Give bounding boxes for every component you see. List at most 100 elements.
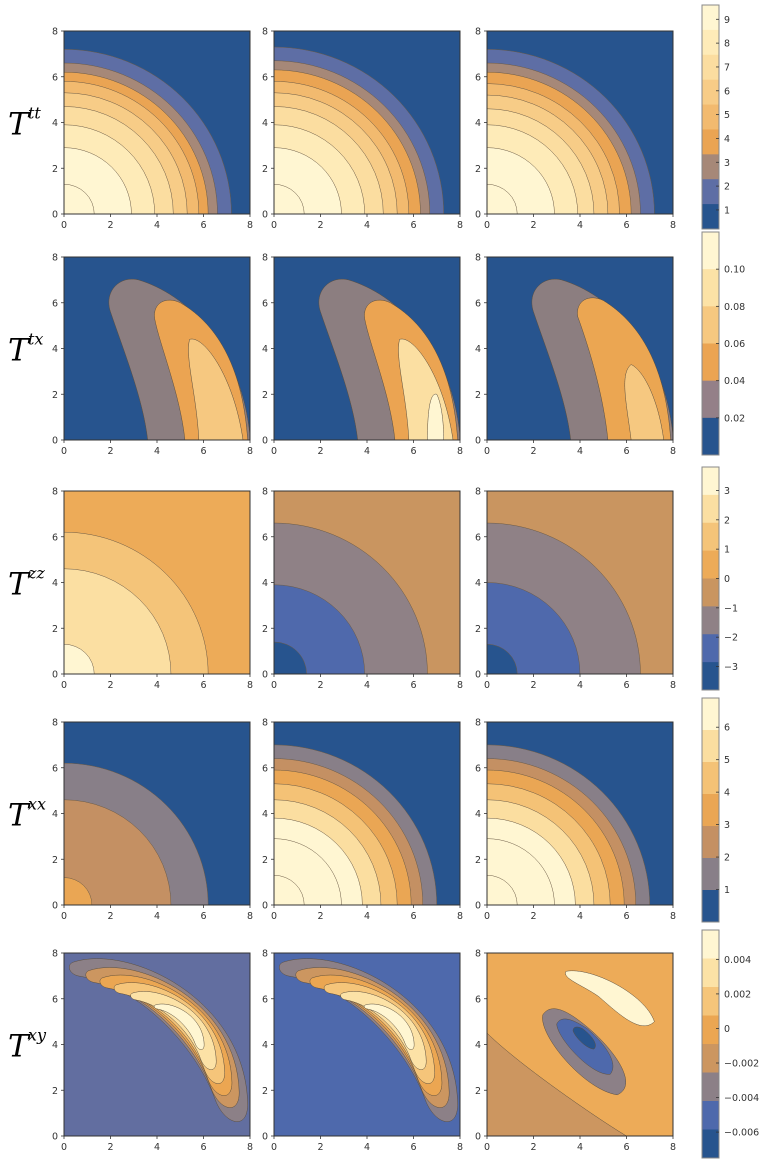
y-tick-label: 0: [52, 901, 58, 912]
x-tick-label: 0: [61, 1142, 67, 1153]
row-label-superscript: tt: [28, 104, 41, 123]
colorbar-tick-label: 0.10: [724, 265, 745, 276]
y-tick-label: 6: [475, 994, 481, 1005]
x-tick-label: 2: [530, 1142, 536, 1153]
colorbar-tick-label: 0.002: [724, 989, 751, 1000]
y-tick-label: 8: [52, 949, 58, 960]
contour-band: [624, 364, 664, 440]
colorbar-segment: [702, 858, 719, 891]
y-tick-label: 0: [475, 1132, 481, 1143]
x-tick-label: 0: [484, 911, 490, 922]
y-tick-label: 2: [262, 855, 268, 866]
x-tick-label: 6: [200, 446, 206, 457]
x-tick-label: 4: [577, 446, 583, 457]
colorbar-tick-label: −1: [724, 603, 738, 614]
colorbar-tick-label: 0.02: [724, 413, 745, 424]
x-tick-label: 0: [61, 911, 67, 922]
contour-panel: 0 2 4 6 8 0 2 4 6 8: [52, 718, 253, 923]
colorbar-tick-label: 3: [724, 158, 730, 169]
contour-panel: 0 2 4 6 8 0 2 4 6 8: [475, 27, 676, 232]
colorbar-segment: [702, 79, 719, 106]
colorbar-segment: [702, 662, 719, 691]
colorbar-tick-label: 2: [724, 515, 730, 526]
contour-fill: [487, 257, 673, 440]
contour-panel: 0 2 4 6 8 0 2 4 6 8: [52, 27, 253, 232]
contour-band: [363, 1003, 415, 1050]
contour-fill: [64, 257, 250, 440]
colorbar-tick-label: 6: [724, 723, 730, 734]
contour-panel: 0 2 4 6 8 0 2 4 6 8: [475, 718, 676, 923]
y-tick-label: 4: [52, 118, 58, 129]
x-tick-label: 8: [457, 220, 463, 231]
contour-band: [487, 184, 518, 214]
colorbar-tick-label: 0.04: [724, 376, 745, 387]
contour-fill: [274, 953, 460, 1136]
colorbar-tick-label: 4: [724, 134, 730, 145]
y-tick-label: 8: [475, 487, 481, 498]
colorbar-segment: [702, 380, 719, 419]
colorbar-segment: [702, 987, 719, 1016]
y-tick-label: 2: [52, 390, 58, 401]
x-tick-label: 2: [107, 220, 113, 231]
x-tick-label: 6: [200, 680, 206, 691]
x-tick-label: 2: [107, 911, 113, 922]
colorbar-segment: [702, 29, 719, 56]
row-label: T: [8, 333, 31, 369]
y-tick-label: 6: [475, 763, 481, 774]
y-tick-label: 6: [475, 72, 481, 83]
y-tick-label: 6: [52, 532, 58, 543]
contour-panel: 0 2 4 6 8 0 2 4 6 8: [262, 253, 463, 458]
contour-band: [64, 568, 172, 674]
colorbar-tick-label: 7: [724, 62, 730, 73]
y-tick-label: 6: [262, 763, 268, 774]
colorbar-tick-label: 3: [724, 820, 730, 831]
y-tick-label: 2: [475, 164, 481, 175]
x-tick-label: 6: [623, 446, 629, 457]
x-tick-label: 2: [530, 911, 536, 922]
colorbar-tick-label: −2: [724, 633, 738, 644]
colorbar-segment: [702, 522, 719, 552]
y-tick-label: 8: [475, 27, 481, 38]
y-tick-label: 8: [475, 949, 481, 960]
colorbar-tick-label: −0.004: [724, 1093, 759, 1104]
colorbar-frame: [701, 4, 720, 230]
contour-fill: [274, 257, 460, 440]
x-tick-label: 6: [410, 446, 416, 457]
x-tick-label: 0: [484, 220, 490, 231]
contour-panel: 0 2 4 6 8 0 2 4 6 8: [475, 253, 676, 458]
colorbar: 9 8 7 6 5 4 3 2 1: [701, 4, 730, 230]
y-tick-label: 8: [262, 253, 268, 264]
x-tick-label: 8: [457, 680, 463, 691]
y-tick-label: 6: [262, 72, 268, 83]
y-tick-label: 2: [52, 624, 58, 635]
y-tick-label: 4: [262, 1040, 268, 1051]
y-tick-label: 6: [475, 298, 481, 309]
colorbar-segment: [702, 467, 719, 496]
x-tick-label: 6: [623, 680, 629, 691]
x-tick-label: 4: [364, 911, 370, 922]
contour-band: [274, 875, 305, 905]
y-tick-label: 6: [475, 532, 481, 543]
y-tick-label: 6: [262, 298, 268, 309]
row-label-superscript: zz: [27, 564, 45, 583]
x-tick-label: 6: [410, 911, 416, 922]
colorbar-tick-label: 3: [724, 486, 730, 497]
contour-panel: 0 2 4 6 8 0 2 4 6 8: [52, 253, 253, 458]
x-tick-label: 0: [61, 680, 67, 691]
contour-panel: 0 2 4 6 8 0 2 4 6 8: [475, 949, 676, 1154]
colorbar-segment: [702, 269, 719, 307]
y-tick-label: 8: [475, 253, 481, 264]
y-tick-label: 0: [52, 1132, 58, 1143]
y-tick-label: 4: [475, 118, 481, 129]
y-tick-label: 2: [262, 390, 268, 401]
y-tick-label: 0: [475, 901, 481, 912]
y-tick-label: 2: [475, 390, 481, 401]
colorbar-segment: [702, 634, 719, 663]
contour-fill: [487, 491, 673, 674]
y-tick-label: 8: [262, 27, 268, 38]
colorbar-segment: [702, 154, 719, 180]
colorbar-tick-label: −0.002: [724, 1059, 759, 1070]
colorbar-tick-label: 1: [724, 205, 730, 216]
x-tick-label: 6: [200, 220, 206, 231]
y-tick-label: 2: [52, 1086, 58, 1097]
